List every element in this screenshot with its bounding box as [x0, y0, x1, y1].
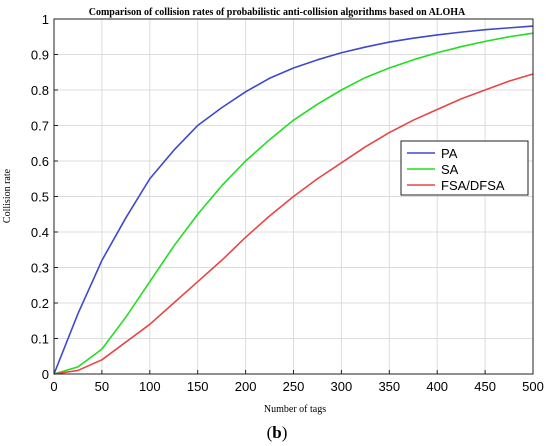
y-tick-label: 0.5 — [31, 190, 49, 205]
caption-open-paren: ( — [267, 423, 273, 442]
y-tick-label: 0.7 — [31, 119, 49, 134]
y-tick-label: 0.9 — [31, 48, 49, 63]
x-tick-label: 50 — [95, 379, 109, 394]
x-tick-label: 400 — [426, 379, 448, 394]
x-tick-label: 300 — [331, 379, 353, 394]
figure-caption: (b) — [267, 423, 288, 442]
y-tick-label: 0.1 — [31, 332, 49, 347]
y-tick-label: 0.8 — [31, 83, 49, 98]
x-tick-label: 450 — [474, 379, 496, 394]
series-line-fsa-dfsa — [53, 73, 534, 375]
legend-box — [400, 140, 529, 196]
y-tick-label: 0.3 — [31, 261, 49, 276]
y-tick-label: 0.2 — [31, 296, 49, 311]
caption-letter: b — [272, 423, 281, 442]
y-tick-label: 1 — [42, 12, 49, 27]
y-axis-label: Collision rate — [2, 168, 13, 223]
series-line-pa — [53, 25, 534, 375]
x-tick-label: 150 — [187, 379, 209, 394]
x-tick-label: 500 — [522, 379, 544, 394]
x-axis-label: Number of tags — [264, 404, 326, 415]
x-tick-label: 0 — [50, 379, 57, 394]
legend-entry: SA — [441, 162, 459, 177]
y-tick-label: 0.4 — [31, 225, 49, 240]
series-line-sa — [53, 32, 534, 375]
x-tick-label: 200 — [235, 379, 257, 394]
series-lines — [53, 25, 534, 375]
y-tick-label: 0 — [42, 367, 49, 382]
chart-title: Comparison of collision rates of probabi… — [89, 7, 466, 18]
x-tick-label: 100 — [139, 379, 161, 394]
x-tick-label: 350 — [378, 379, 400, 394]
y-tick-label: 0.6 — [31, 154, 49, 169]
x-tick-label: 250 — [283, 379, 305, 394]
legend-entry: PA — [441, 146, 458, 161]
caption-close-paren: ) — [282, 423, 288, 442]
axis-ticks: 0 50 100 150 200 250 300 350 400 450 500 0 0.1 0.2 0.3… — [31, 12, 544, 394]
legend-entry: FSA/DFSA — [441, 178, 505, 193]
